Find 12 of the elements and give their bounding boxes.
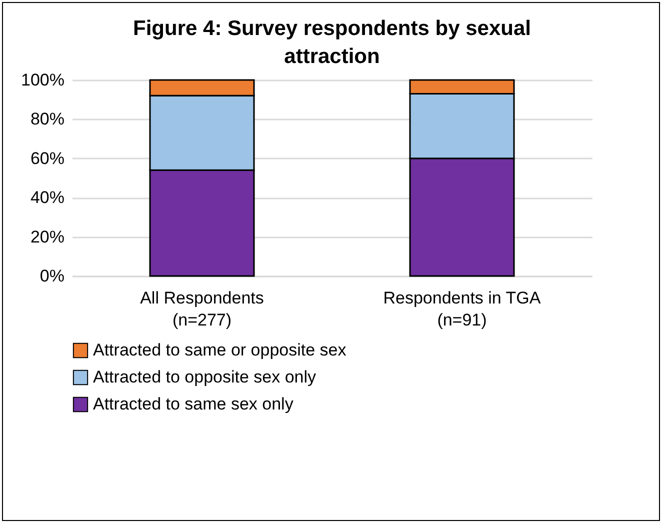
y-tick-label: 80%: [30, 110, 64, 129]
y-tick-label: 0%: [40, 266, 64, 286]
y-tick-label: 100%: [21, 70, 64, 90]
legend-label: Attracted to same or opposite sex: [93, 340, 347, 360]
y-tick-label: 40%: [30, 188, 64, 208]
legend-label: Attracted to same sex only: [93, 394, 294, 414]
y-tick-label: 20%: [30, 227, 64, 246]
y-tick-label: 60%: [30, 148, 64, 168]
legend-label: Attracted to opposite sex only: [93, 368, 317, 386]
x-tick-label: Respondents in TGA (n=91): [383, 288, 542, 330]
x-tick-label: All Respondents (n=277): [140, 288, 264, 330]
chart-title: Figure 4: Survey respondents by sexual attraction: [133, 17, 531, 68]
